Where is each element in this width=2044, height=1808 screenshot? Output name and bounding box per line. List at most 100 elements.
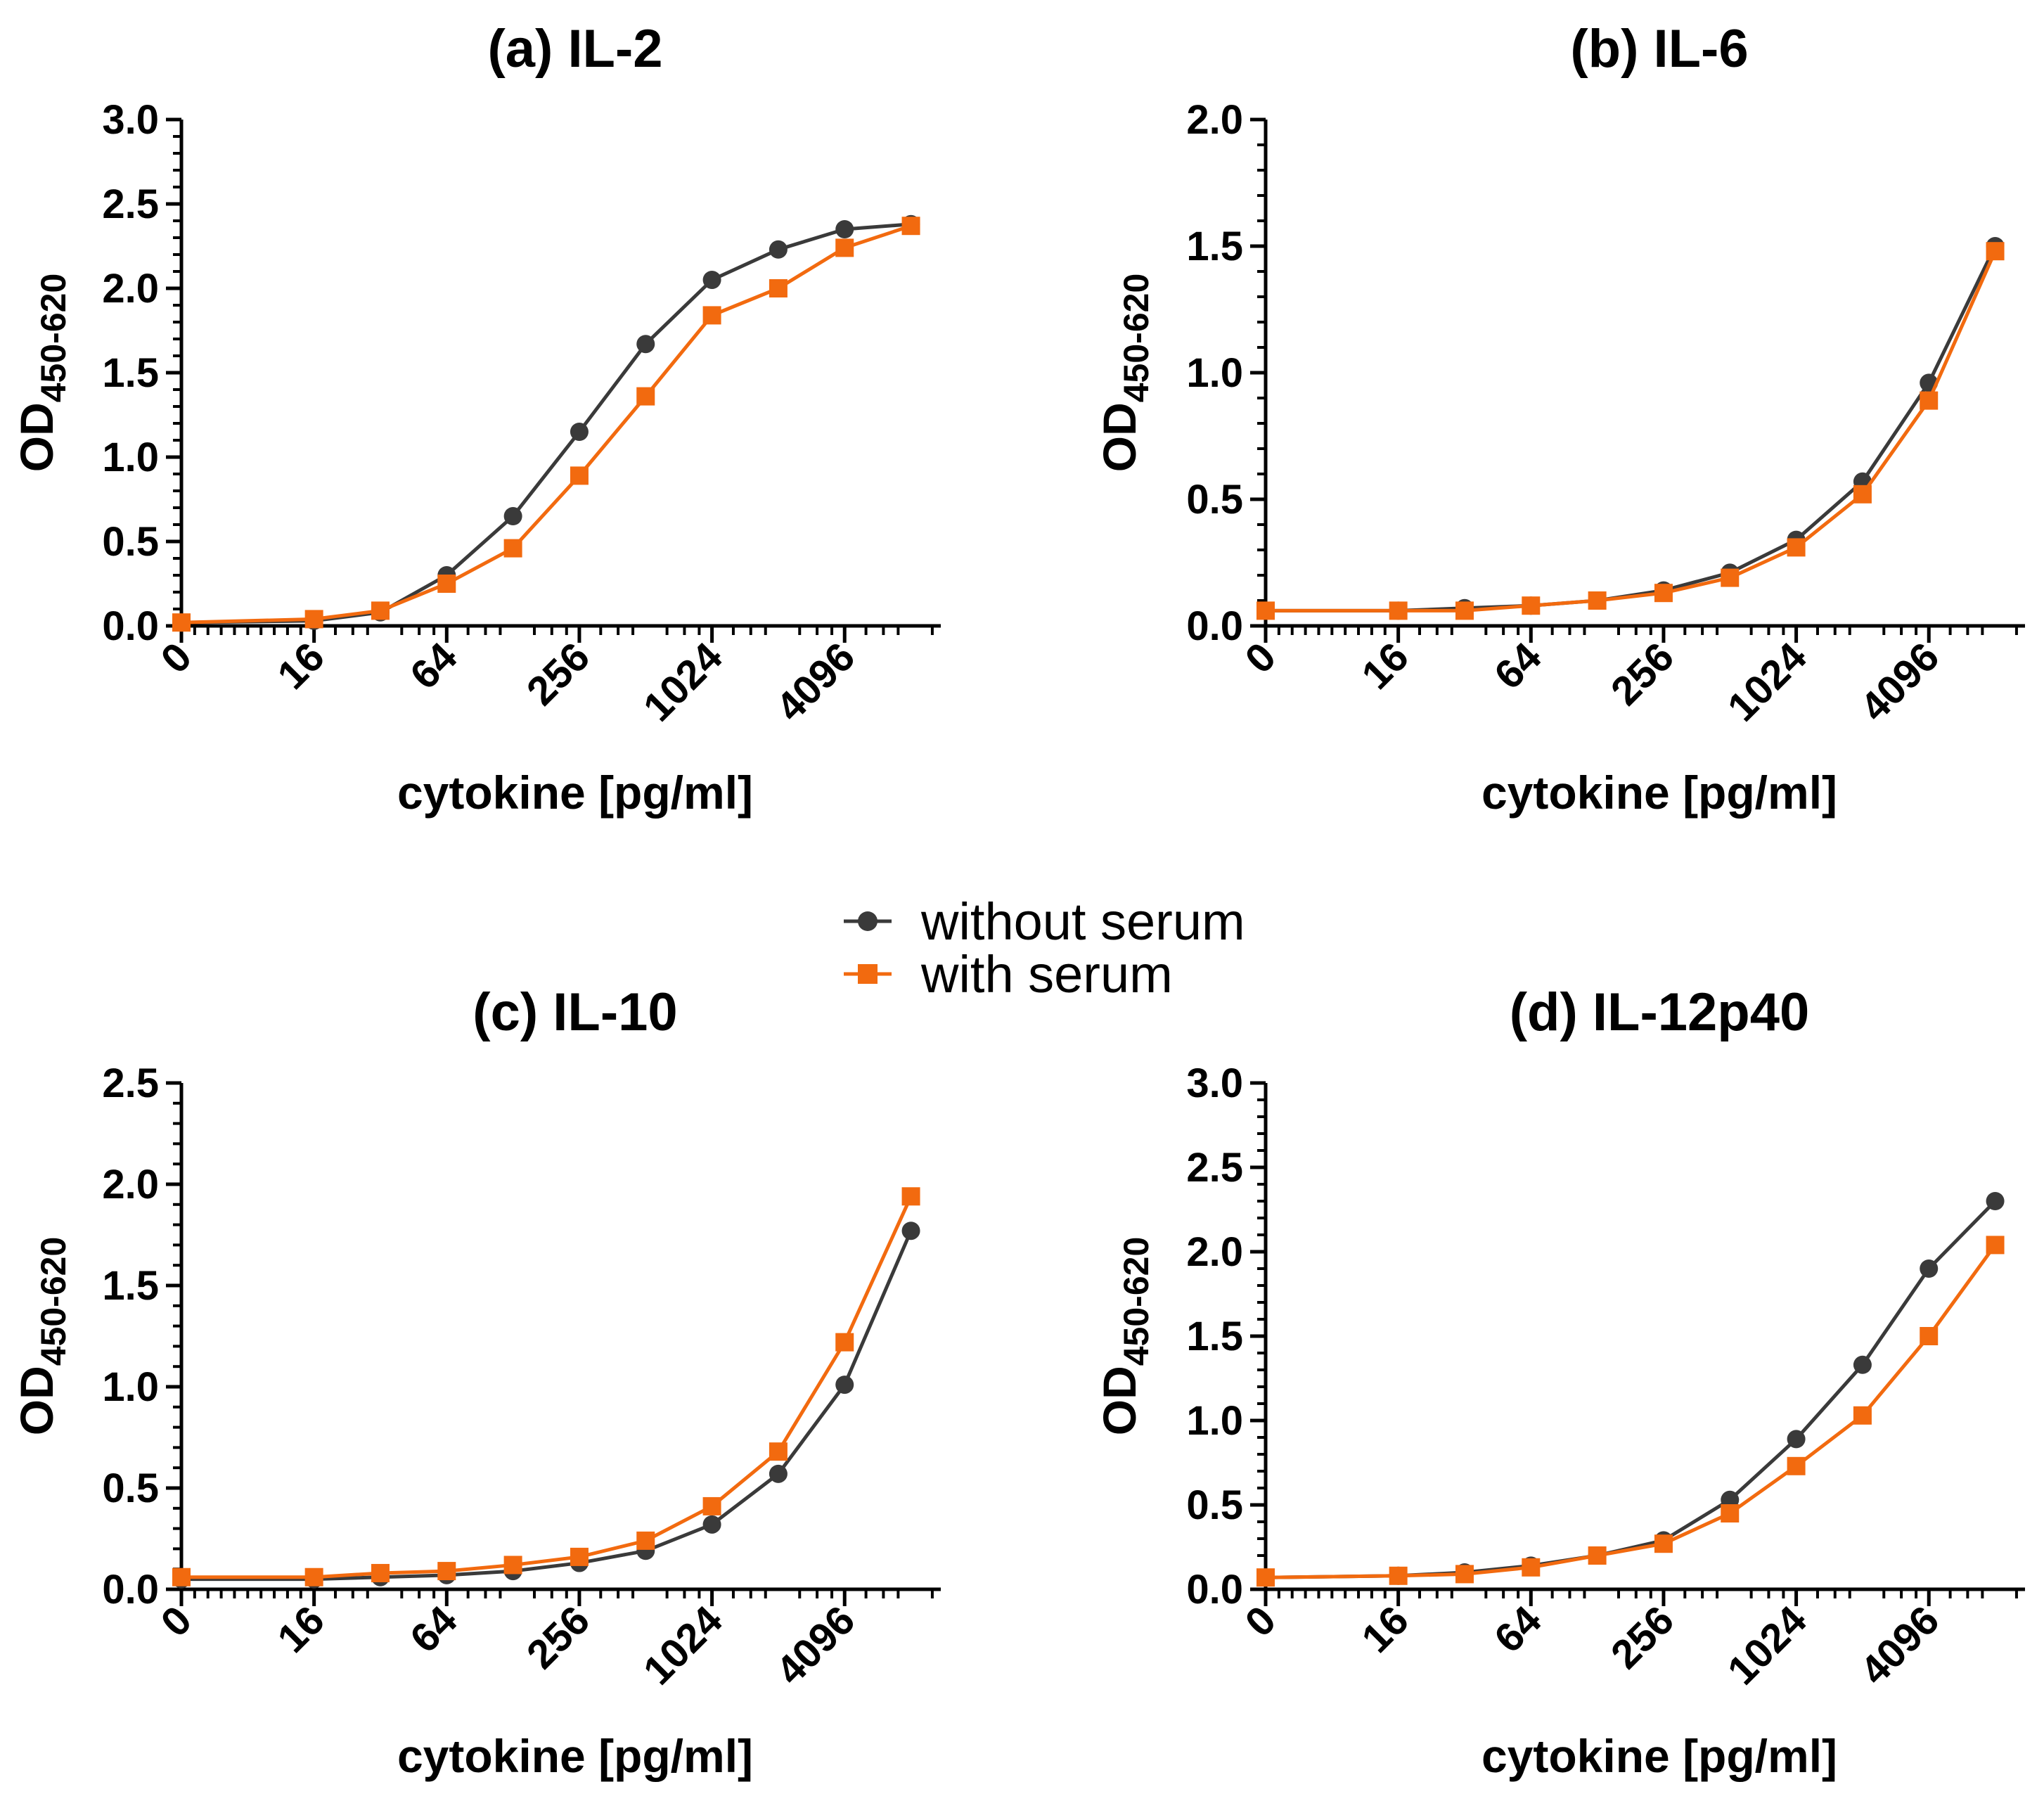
data-point-with-serum xyxy=(702,1496,721,1515)
y-axis-label: OD450-620 xyxy=(11,1237,73,1436)
panel-title: (a) IL-2 xyxy=(487,19,662,79)
y-tick-label: 2.5 xyxy=(102,1060,159,1106)
data-point-with-serum xyxy=(1920,1327,1939,1345)
data-point-with-serum xyxy=(1522,1558,1541,1577)
data-point-with-serum xyxy=(570,466,589,485)
legend-marker-with-serum xyxy=(858,964,878,984)
x-tick-label: 256 xyxy=(1602,1597,1683,1677)
x-axis-label: cytokine [pg/ml] xyxy=(397,1730,753,1782)
x-tick-label: 256 xyxy=(518,634,598,714)
y-tick-label: 0.0 xyxy=(102,1567,159,1613)
x-tick-label: 0 xyxy=(152,1597,200,1646)
panel-b-il6: (b) IL-6 0.0 0.5 1.0 1.5 2.0 0 16 64 256 1024 4096 O… xyxy=(1093,19,2025,819)
x-tick-label: 0 xyxy=(152,634,200,682)
data-point-with-serum xyxy=(1455,1565,1474,1584)
panel-d-il12p40: (d) IL-12p40 0.0 0.5 1.0 1.5 2.0 2.5 3.0 0 16 64 25… xyxy=(1093,982,2025,1782)
data-point-without-serum xyxy=(570,423,589,441)
x-tick-label: 4096 xyxy=(1851,634,1948,730)
data-point-with-serum xyxy=(769,1442,788,1461)
y-tick-label: 1.0 xyxy=(1186,1398,1243,1444)
data-point-with-serum xyxy=(1986,1236,2005,1255)
y-axis-label-subscript: 450-620 xyxy=(34,274,73,403)
data-point-with-serum xyxy=(1787,538,1806,557)
data-point-without-serum xyxy=(835,1376,854,1395)
y-tick-label: 1.0 xyxy=(102,1364,159,1410)
data-point-with-serum xyxy=(636,1531,655,1550)
data-point-with-serum xyxy=(1654,584,1673,603)
panel-a-il2: (a) IL-2 0.0 0.5 1.0 1.5 2.0 2.5 3.0 0 16 64 256 102… xyxy=(11,19,941,819)
data-point-with-serum xyxy=(503,1556,522,1575)
y-tick-label: 1.5 xyxy=(102,350,159,396)
x-tick-label: 1024 xyxy=(635,634,731,730)
data-point-with-serum xyxy=(1654,1534,1673,1553)
data-point-with-serum xyxy=(1389,601,1408,620)
y-tick-label: 1.0 xyxy=(1186,350,1243,396)
x-tick-label: 16 xyxy=(269,634,333,698)
x-tick-label: 4096 xyxy=(767,634,863,730)
data-point-with-serum xyxy=(172,613,191,632)
y-tick-label: 1.5 xyxy=(1186,224,1243,269)
panel-title: (b) IL-6 xyxy=(1570,19,1748,79)
y-tick-label: 3.0 xyxy=(102,97,159,143)
data-point-with-serum xyxy=(1721,568,1740,587)
x-tick-label: 16 xyxy=(1353,1597,1418,1662)
y-tick-label: 0.5 xyxy=(1186,477,1243,522)
data-point-with-serum xyxy=(1721,1504,1740,1522)
x-axis-label: cytokine [pg/ml] xyxy=(1481,1730,1837,1782)
y-tick-label: 2.0 xyxy=(102,1162,159,1207)
data-point-with-serum xyxy=(769,279,788,297)
data-point-with-serum xyxy=(1920,391,1939,410)
y-axis-label-subscript: 450-620 xyxy=(34,1237,73,1366)
y-tick-label: 1.0 xyxy=(102,435,159,480)
y-tick-label: 1.5 xyxy=(102,1263,159,1309)
x-axis-label: cytokine [pg/ml] xyxy=(397,767,753,819)
data-point-without-serum xyxy=(835,220,854,238)
y-axis-label: OD450-620 xyxy=(11,274,73,473)
data-point-with-serum xyxy=(1588,591,1607,610)
series-line-without-serum xyxy=(181,1230,913,1582)
y-tick-label: 0.0 xyxy=(1186,1567,1243,1613)
series-line-with-serum xyxy=(181,224,912,624)
y-tick-label: 2.5 xyxy=(1186,1145,1243,1191)
data-point-with-serum xyxy=(1256,601,1275,620)
series-line-with-serum xyxy=(181,1195,913,1579)
data-point-with-serum xyxy=(1455,601,1474,620)
data-point-without-serum xyxy=(702,271,721,289)
y-tick-label: 2.0 xyxy=(102,266,159,312)
data-point-with-serum xyxy=(901,217,920,236)
data-point-with-serum xyxy=(172,1567,191,1586)
data-point-with-serum xyxy=(835,238,854,257)
y-tick-label: 1.5 xyxy=(1186,1314,1243,1359)
x-tick-label: 1024 xyxy=(1719,1597,1815,1693)
data-point-with-serum xyxy=(1256,1568,1275,1587)
y-tick-label: 2.0 xyxy=(1186,1229,1243,1275)
y-tick-label: 2.5 xyxy=(102,181,159,227)
x-tick-label: 0 xyxy=(1236,634,1285,682)
x-tick-label: 1024 xyxy=(1719,634,1815,730)
y-tick-label: 0.0 xyxy=(1186,603,1243,649)
y-tick-label: 0.5 xyxy=(102,519,159,565)
data-point-with-serum xyxy=(1853,485,1872,504)
data-point-with-serum xyxy=(304,1567,323,1586)
data-point-without-serum xyxy=(769,240,788,259)
data-point-with-serum xyxy=(702,306,721,325)
x-tick-label: 16 xyxy=(1353,634,1418,698)
y-tick-label: 0.5 xyxy=(102,1466,159,1511)
series-line-with-serum xyxy=(1266,250,1997,613)
x-tick-label: 0 xyxy=(1236,1597,1285,1646)
x-tick-label: 256 xyxy=(518,1597,598,1677)
data-point-without-serum xyxy=(769,1464,788,1483)
series-line-without-serum xyxy=(1266,245,1997,613)
x-tick-label: 1024 xyxy=(635,1597,731,1693)
data-point-with-serum xyxy=(1522,596,1541,615)
x-axis-label: cytokine [pg/ml] xyxy=(1481,767,1837,819)
legend-label-with-serum: with serum xyxy=(920,945,1173,1004)
data-point-without-serum xyxy=(702,1515,721,1534)
y-axis-label-main: OD xyxy=(1093,1366,1145,1435)
data-point-with-serum xyxy=(371,601,390,620)
panel-title: (d) IL-12p40 xyxy=(1510,982,1810,1042)
y-tick-label: 0.0 xyxy=(102,603,159,649)
x-tick-label: 256 xyxy=(1602,634,1683,714)
data-point-with-serum xyxy=(636,387,655,406)
panel-title: (c) IL-10 xyxy=(473,982,677,1042)
